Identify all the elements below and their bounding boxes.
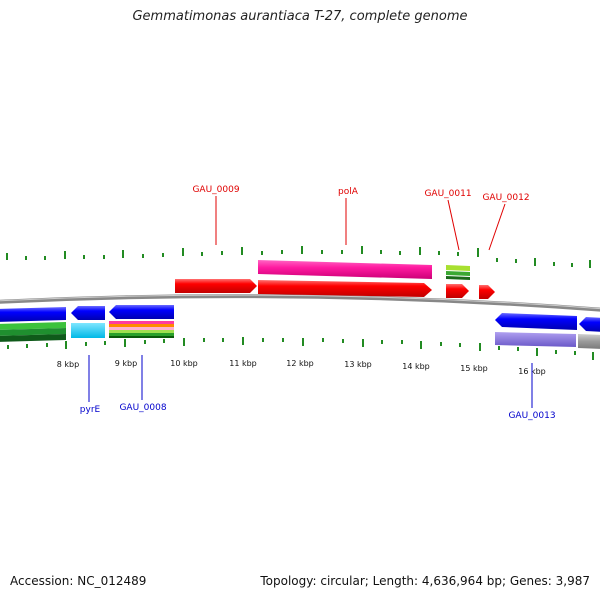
left-annotation-track [0,322,66,330]
GAU_0008-annotation-track [109,321,174,338]
scale-labels: 8 kbp 9 kbp 10 kbp 11 kbp 12 kbp 13 kbp … [57,359,546,376]
GAU_0011-annotation-track [446,265,470,271]
top-ticks [6,246,591,268]
right-reverse-cds-arrow [579,317,600,332]
scale-label: 11 kbp [229,359,257,368]
gene-label-GAU_0009: GAU_0009 [192,185,239,195]
reverse-gene-labels: pyrE GAU_0008 GAU_0013 [80,403,556,421]
gene-label-pyrE: pyrE [80,405,101,415]
scale-label: 15 kbp [460,364,488,373]
forward-strand-features [175,260,495,299]
accession-text: Accession: NC_012489 [10,574,147,588]
GAU_0008-cds-arrow [109,305,174,319]
scale-label: 14 kbp [402,362,430,371]
genome-backbone [0,294,600,312]
pyrE-cds-arrow [71,306,105,320]
label-leaders [88,196,533,408]
reverse-strand-features [0,305,600,349]
GAU_0012-cds-arrow [479,285,495,299]
scale-label: 9 kbp [115,359,137,368]
gene-label-polA: polA [338,187,359,197]
scale-label: 10 kbp [170,359,198,368]
forward-gene-labels: GAU_0009 polA GAU_0011 GAU_0012 [192,185,529,203]
genome-title: Gemmatimonas aurantiaca T-27, complete g… [132,9,468,24]
gene-label-GAU_0011: GAU_0011 [424,189,471,199]
topology-text: Topology: circular; Length: 4,636,964 bp… [260,574,590,588]
GAU_0011-cds-arrow [446,284,469,298]
polA-annotation-track [258,260,432,279]
gene-label-GAU_0013: GAU_0013 [508,411,555,421]
gene-label-GAU_0012: GAU_0012 [482,193,529,203]
GAU_0013-annotation-track [495,332,576,347]
scale-label: 12 kbp [286,359,314,368]
bottom-ticks [7,337,594,360]
right-annotation-track [578,334,600,349]
GAU_0009-cds-arrow [175,279,257,293]
GAU_0013-cds-arrow [495,313,577,330]
polA-cds-arrow [258,280,432,297]
pyrE-annotation-track [71,323,105,338]
left-reverse-cds-arrow [0,307,66,322]
gene-label-GAU_0008: GAU_0008 [119,403,166,413]
scale-label: 8 kbp [57,360,79,369]
scale-label: 13 kbp [344,360,372,369]
